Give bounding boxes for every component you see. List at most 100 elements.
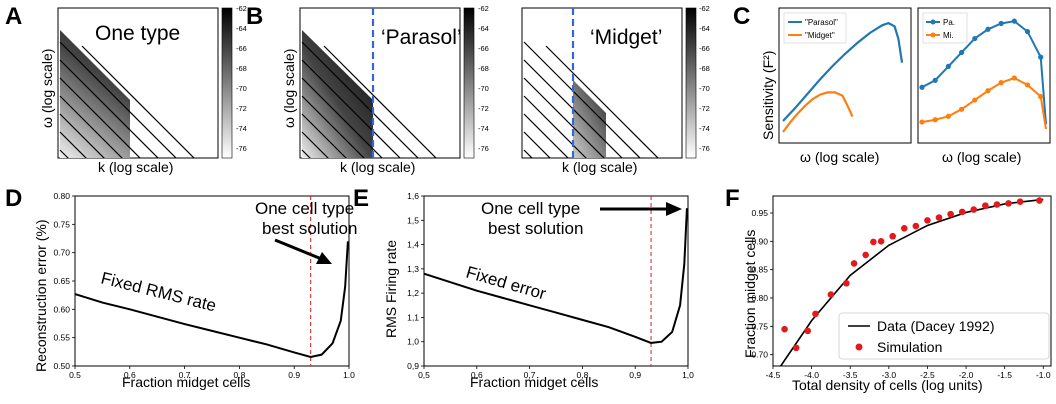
panel-e: 0,5 0,6 0,7 0,8 0,9 1,0 0,9 1,0 1,1 1,2 1,3 1,4 1,5 1… — [383, 191, 694, 390]
y-tick-label: 0.95 — [751, 208, 768, 218]
panel-label-e: E — [353, 185, 369, 212]
x-tick-label: 0,8 — [576, 370, 588, 380]
panel-e-annotation-line2: best solution — [488, 219, 583, 238]
panel-b-parasol-ylabel: ω (log scale) — [281, 49, 297, 128]
panel-b-parasol-xlabel: k (log scale) — [340, 159, 415, 175]
svg-text:-76: -76 — [699, 144, 710, 153]
series-pa-point — [958, 49, 965, 56]
series-pa-point — [919, 84, 925, 90]
simulation-point — [827, 291, 835, 298]
panel-b-parasol-colorbar — [463, 7, 475, 159]
panel-a: One type k (log scale) ω (log scale) -62… — [39, 4, 247, 175]
series-mi-point — [945, 113, 951, 119]
x-tick-label: 0.5 — [69, 370, 81, 380]
panel-c-left-plot — [782, 21, 904, 133]
panel-label-a: A — [5, 3, 22, 30]
simulation-point — [982, 202, 989, 209]
series-pa-point — [1024, 29, 1031, 35]
series-midget-line — [782, 91, 854, 133]
panel-b-midget-title: ‘Midget’ — [590, 26, 662, 49]
y-tick-label: 0.55 — [53, 333, 70, 343]
simulation-point — [889, 232, 896, 240]
series-mi-point — [919, 119, 925, 125]
simulation-point — [843, 279, 850, 287]
x-tick-label: -2.5 — [920, 370, 935, 380]
svg-text:-66: -66 — [478, 44, 489, 53]
y-tick-label: 1,0 — [407, 337, 419, 347]
svg-text:-70: -70 — [699, 84, 710, 93]
series-pa-point — [945, 63, 951, 69]
y-tick-label: 1,4 — [407, 240, 419, 250]
x-tick-label: 0,9 — [629, 370, 641, 380]
svg-text:-72: -72 — [478, 104, 489, 113]
series-mi-point — [932, 117, 938, 123]
series-pa-point — [972, 35, 978, 42]
legend-data: Data (Dacey 1992) — [877, 318, 995, 334]
series-mi-point — [972, 97, 978, 103]
panel-f-legend: Data (Dacey 1992) Simulation — [838, 312, 1050, 360]
series-mi-point — [1038, 93, 1044, 100]
svg-text:-62: -62 — [699, 4, 710, 13]
panel-d-ylabel: Reconstruction error (%) — [33, 220, 49, 373]
legend-parasol: "Parasol" — [805, 18, 838, 27]
panel-d-arrow-head — [316, 252, 332, 264]
simulation-point — [970, 206, 978, 213]
simulation-point — [870, 238, 877, 246]
simulation-point — [781, 325, 788, 333]
simulation-point — [862, 251, 869, 259]
y-tick-label: 1,2 — [407, 288, 419, 298]
x-tick-label: -1.0 — [1036, 370, 1051, 380]
series-pa-point — [998, 20, 1004, 27]
panel-c-ylabel: Sensitivity (F²) — [760, 51, 776, 140]
panel-label-c: C — [733, 3, 750, 30]
panel-b-parasol: ‘Parasol’ k (log scale) ω (log scale) -6… — [281, 4, 489, 175]
y-tick-label: 0.80 — [53, 191, 70, 201]
panel-e-annotation-line1: One cell type — [481, 199, 580, 218]
panel-f-xlabel: Total density of cells (log units) — [792, 377, 983, 393]
series-pa-point — [1011, 18, 1017, 24]
y-tick-label: 0.75 — [751, 321, 768, 331]
series-mi-point — [1011, 75, 1017, 81]
x-tick-label: 0,6 — [471, 370, 483, 380]
series-mi-point — [998, 80, 1004, 86]
panel-a-title: One type — [95, 22, 180, 45]
legend-pa: Pa. — [943, 18, 955, 27]
legend-mi: Mi. — [943, 31, 954, 40]
simulation-point — [812, 310, 819, 318]
svg-text:-62: -62 — [478, 4, 489, 13]
y-tick-label: 0,9 — [407, 361, 419, 371]
series-mi-point — [1024, 82, 1031, 88]
svg-text:-70: -70 — [478, 84, 489, 93]
panel-c-right-legend: Pa. Mi. — [922, 12, 968, 44]
panel-e-annotation-fixed: Fixed error — [464, 263, 549, 304]
x-tick-label: 0.9 — [288, 370, 300, 380]
svg-text:-76: -76 — [478, 144, 489, 153]
legend-midget: "Midget" — [805, 31, 835, 40]
simulation-point — [792, 344, 800, 352]
x-tick-label: -1.5 — [997, 370, 1012, 380]
simulation-point — [900, 225, 908, 232]
series-mi-point — [985, 88, 991, 94]
panel-d-annotation-fixed: Fixed RMS rate — [99, 268, 218, 315]
x-tick-label: -2.0 — [959, 370, 974, 380]
panel-b-midget-colorbar — [685, 7, 697, 159]
panel-e-ylabel: RMS Firing rate — [383, 240, 399, 338]
series-pa-point — [985, 26, 991, 32]
panel-label-f: F — [725, 185, 740, 212]
svg-text:-66: -66 — [236, 44, 247, 53]
panel-b-parasol-title: ‘Parasol’ — [381, 26, 462, 49]
y-tick-label: 0.50 — [53, 361, 70, 371]
svg-text:-72: -72 — [236, 104, 247, 113]
panel-d: 0.5 0.6 0.7 0.8 0.9 1.0 0.50 0.55 0.60 0.65 0.70 0.… — [33, 191, 357, 390]
simulation-point — [804, 327, 812, 335]
panel-d-arrow-shaft — [274, 238, 325, 262]
svg-text:-68: -68 — [478, 64, 489, 73]
svg-text:-70: -70 — [236, 84, 247, 93]
x-tick-label: -4.5 — [766, 370, 781, 380]
svg-text:-68: -68 — [699, 64, 710, 73]
panel-c-left-xlabel: ω (log scale) — [800, 149, 879, 165]
x-tick-label: 0,7 — [524, 370, 536, 380]
panel-a-ylabel: ω (log scale) — [39, 49, 55, 128]
panel-d-annotation-line2: best solution — [262, 219, 357, 238]
y-tick-label: 1,6 — [407, 191, 419, 201]
